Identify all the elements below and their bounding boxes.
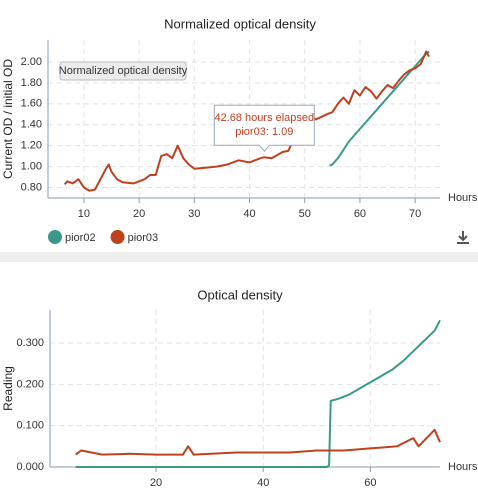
x-tick-label: 20 bbox=[133, 208, 145, 220]
tooltip-text: pior03: 1.09 bbox=[235, 126, 293, 138]
x-tick-label: 60 bbox=[354, 208, 366, 220]
x-tick-label: 40 bbox=[243, 208, 255, 220]
x-tick-label: 10 bbox=[78, 208, 90, 220]
y-tick-label: 1.20 bbox=[21, 140, 42, 152]
y-tick-label: 0.200 bbox=[16, 378, 44, 390]
y-tick-label: 0.300 bbox=[16, 337, 44, 349]
download-icon[interactable] bbox=[457, 231, 469, 244]
series-line bbox=[75, 319, 441, 468]
x-tick-label: 70 bbox=[409, 208, 421, 220]
series-line bbox=[329, 50, 430, 167]
separator bbox=[0, 252, 478, 262]
button[interactable] bbox=[59, 61, 187, 81]
y-tick-label: 1.00 bbox=[21, 161, 42, 173]
chart-title: Optical density bbox=[197, 287, 283, 302]
y-tick-label: 0.80 bbox=[21, 181, 42, 193]
y-tick-label: 2.00 bbox=[21, 56, 42, 68]
x-tick-label: 60 bbox=[364, 477, 376, 489]
x-tick-label: 50 bbox=[299, 208, 311, 220]
legend-swatch bbox=[48, 230, 62, 244]
x-axis-label: Hours bbox=[448, 461, 478, 473]
series-line bbox=[75, 428, 441, 456]
tooltip-box bbox=[213, 104, 315, 152]
series-line bbox=[63, 50, 430, 192]
y-tick-label: 1.60 bbox=[21, 98, 42, 110]
x-tick-label: 40 bbox=[257, 477, 269, 489]
x-tick-label: 30 bbox=[188, 208, 200, 220]
button-label: Normalized optical density bbox=[59, 65, 188, 77]
y-tick-label: 1.80 bbox=[21, 77, 42, 89]
legend-label: pior02 bbox=[65, 232, 96, 244]
y-tick-label: 0.000 bbox=[16, 461, 44, 473]
x-axis-label: Hours bbox=[448, 192, 478, 204]
legend-swatch bbox=[110, 230, 125, 244]
chart-title: Normalized optical density bbox=[164, 16, 316, 31]
y-axis-label: Reading bbox=[1, 366, 15, 411]
y-tick-label: 1.40 bbox=[21, 119, 42, 131]
x-tick-label: 20 bbox=[150, 477, 162, 489]
y-tick-label: 0.100 bbox=[16, 420, 44, 432]
legend-label: pior03 bbox=[128, 232, 159, 244]
tooltip-title: 42.68 hours elapsed bbox=[214, 112, 314, 124]
y-axis-label: Current OD / initial OD bbox=[1, 59, 15, 179]
